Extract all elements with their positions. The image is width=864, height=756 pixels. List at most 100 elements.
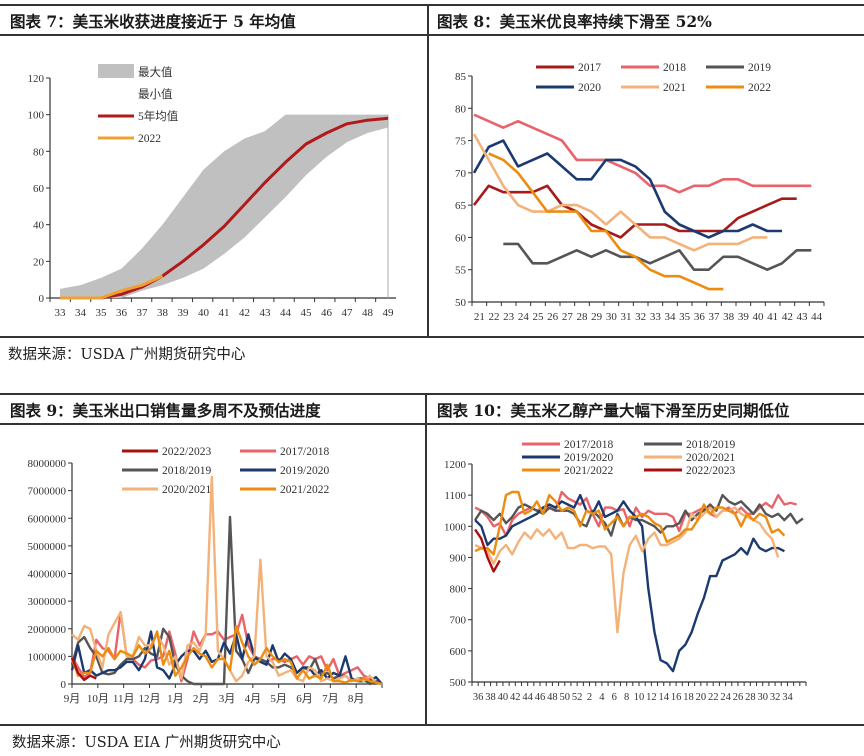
- legend-label: 2021: [663, 82, 686, 94]
- chart-export-sales: 0 1000000 2000000 3000000 4000000 5000000 6000…: [28, 446, 383, 705]
- data-source-bottom: 数据来源：USDA EIA 广州期货研究中心: [12, 735, 281, 751]
- panel-title-7: 图表 7：美玉米收获进度接近于 5 年均值: [10, 12, 296, 31]
- series-line-2022/2023: [70, 657, 97, 682]
- x-tick-label: 3月: [219, 693, 236, 705]
- y-tick-label: 40: [33, 220, 45, 232]
- y-tick-label: 1200: [444, 459, 467, 471]
- y-tick-label: 85: [455, 71, 467, 83]
- y-tick-label: 1100: [444, 490, 466, 502]
- x-tick-label: 50: [560, 692, 571, 703]
- legend-label: 2019/2020: [280, 465, 329, 477]
- y-tick-label: 3000000: [28, 596, 67, 608]
- frame-top-line-2: [0, 393, 864, 395]
- y-tick-label: 120: [28, 73, 45, 85]
- x-tick-label: 35: [679, 311, 691, 323]
- series-line-5年均值: [60, 116, 389, 300]
- series-line-2017: [472, 184, 797, 239]
- series-line-2019/2020: [474, 493, 785, 673]
- x-tick-label: 10: [634, 692, 645, 703]
- y-tick-label: 7000000: [28, 486, 67, 498]
- x-tick-label: 36: [694, 311, 706, 323]
- x-tick-label: 41: [219, 307, 230, 319]
- y-tick-label: 700: [450, 615, 467, 627]
- x-tick-label: 34: [782, 692, 793, 703]
- series-line-2018: [473, 113, 812, 194]
- x-tick-label: 26: [547, 311, 559, 323]
- frame-header-line: [0, 34, 864, 36]
- x-tick-label: 52: [572, 692, 583, 703]
- chart-harvest-progress: 0 20 40 60 80 100 120 33 34 35 36 37 38 39 40 41 42 43 44 4…: [28, 64, 396, 319]
- y-tick-label: 1000000: [28, 651, 67, 663]
- x-tick-label: 40: [198, 307, 210, 319]
- x-tick-label: 22: [489, 311, 500, 323]
- chart-good-excellent-rating: 50 55 60 65 70 75 80 85 21 22 23 24 25 26 27 28 29 30 31 32…: [455, 62, 825, 323]
- series-line-2021/2022: [70, 624, 383, 686]
- legend-label: 2020: [578, 82, 601, 94]
- y-tick-label: 2000000: [28, 624, 67, 636]
- data-source-top: 数据来源：USDA 广州期货研究中心: [8, 347, 246, 363]
- x-tick-label: 40: [498, 692, 509, 703]
- y-tick-label: 800: [450, 584, 467, 596]
- panel-title-10: 图表 10：美玉米乙醇产量大幅下滑至历史同期低位: [437, 401, 790, 420]
- series-line-2019: [503, 242, 812, 271]
- x-tick-label: 23: [503, 311, 515, 323]
- x-tick-label: 1月: [167, 693, 184, 705]
- legend-label: 2022/2023: [162, 446, 211, 458]
- x-tick-label: 25: [533, 311, 545, 323]
- y-tick-label: 5000000: [28, 541, 67, 553]
- series-line-2017/2018: [474, 490, 797, 537]
- x-tick-label: 44: [811, 311, 823, 323]
- legend-label: 最小值: [138, 88, 173, 101]
- x-tick-label: 32: [635, 311, 646, 323]
- legend-label: 2022/2023: [686, 465, 735, 477]
- x-tick-label: 33: [55, 307, 67, 319]
- y-tick-label: 65: [455, 200, 467, 212]
- y-tick-label: 100: [28, 110, 45, 122]
- x-tick-label: 32: [770, 692, 781, 703]
- legend-label: 2022: [748, 82, 771, 94]
- x-tick-label: 29: [591, 311, 603, 323]
- panel-title-8: 图表 8：美玉米优良率持续下滑至 52%: [437, 12, 712, 31]
- x-tick-label: 24: [518, 311, 530, 323]
- legend-label: 最大值: [138, 65, 173, 79]
- legend-label: 2021/2022: [280, 484, 329, 496]
- legend-label: 2018/2019: [686, 439, 735, 451]
- x-tick-label: 45: [301, 307, 313, 319]
- x-tick-label: 36: [116, 307, 128, 319]
- series-line-2022: [488, 152, 724, 291]
- x-tick-label: 31: [621, 311, 632, 323]
- x-tick-label: 38: [723, 311, 735, 323]
- y-tick-label: 6000000: [28, 513, 67, 525]
- x-tick-label: 42: [782, 311, 793, 323]
- y-tick-label: 1000: [444, 521, 467, 533]
- legend-label: 2019: [748, 62, 771, 74]
- x-tick-label: 37: [709, 311, 721, 323]
- legend-label: 2022: [138, 133, 161, 145]
- y-tick-label: 8000000: [28, 458, 67, 470]
- x-tick-label: 38: [485, 692, 496, 703]
- y-tick-label: 4000000: [28, 569, 67, 581]
- x-tick-label: 33: [650, 311, 662, 323]
- x-tick-label: 35: [96, 307, 108, 319]
- x-tick-label: 49: [383, 307, 395, 319]
- x-tick-label: 18: [683, 692, 694, 703]
- y-tick-label: 70: [455, 168, 467, 180]
- x-tick-label: 42: [239, 307, 250, 319]
- legend-label: 2020/2021: [162, 484, 211, 496]
- series-line-2020/2021: [474, 506, 780, 634]
- y-tick-label: 80: [455, 103, 467, 115]
- x-tick-label: 40: [753, 311, 765, 323]
- x-tick-label: 36: [473, 692, 484, 703]
- panel-title-9: 图表 9：美玉米出口销售量多周不及预估进度: [10, 401, 321, 420]
- x-tick-label: 28: [745, 692, 756, 703]
- x-tick-label: 7月: [322, 693, 339, 705]
- x-tick-label: 6月: [296, 693, 313, 705]
- x-tick-label: 44: [280, 307, 292, 319]
- frame-divider-bottom: [425, 393, 427, 725]
- legend-swatch-band: [98, 64, 134, 78]
- x-tick-label: 38: [157, 307, 169, 319]
- frame-bottom-line-top: [0, 336, 864, 338]
- x-tick-label: 39: [178, 307, 190, 319]
- legend-label: 2018/2019: [162, 465, 211, 477]
- x-tick-label: 24: [720, 692, 731, 703]
